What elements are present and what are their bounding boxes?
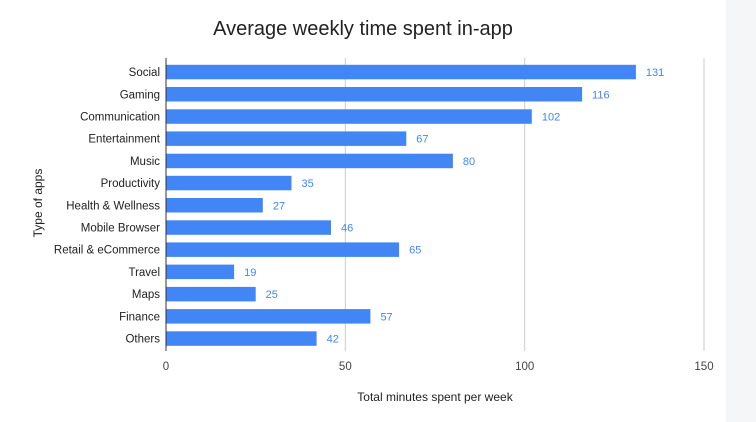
x-tick-label: 100 [515, 361, 534, 373]
data-label: 65 [409, 245, 421, 257]
data-label: 102 [542, 112, 560, 124]
x-tick-label: 150 [694, 361, 713, 373]
chart-title: Average weekly time spent in-app [213, 18, 513, 40]
data-label: 25 [266, 289, 278, 301]
category-label: Music [130, 156, 160, 168]
data-label: 131 [646, 67, 664, 79]
data-label: 57 [380, 311, 392, 323]
category-label: Communication [80, 112, 160, 124]
data-label: 67 [416, 134, 428, 146]
bar [166, 331, 317, 346]
data-label: 27 [273, 200, 285, 212]
x-tick-label: 50 [339, 361, 352, 373]
x-axis-title: Total minutes spent per week [357, 390, 513, 404]
data-label: 42 [327, 334, 339, 346]
x-tick-label: 0 [163, 361, 169, 373]
category-label: Social [129, 67, 160, 79]
category-label: Others [125, 334, 160, 346]
data-label: 80 [463, 156, 475, 168]
data-label: 116 [592, 89, 610, 101]
bar [166, 153, 453, 169]
bar [166, 175, 292, 191]
bar [166, 242, 400, 257]
bar [166, 87, 583, 102]
category-label: Travel [128, 267, 160, 279]
category-label: Productivity [101, 178, 161, 190]
data-label: 35 [302, 178, 314, 190]
category-label: Maps [132, 289, 160, 301]
category-label: Retail & eCommerce [54, 245, 160, 257]
category-label: Gaming [120, 89, 160, 101]
data-label: 46 [341, 223, 353, 235]
bar [166, 64, 636, 80]
bar [166, 220, 331, 235]
bar [166, 198, 263, 213]
category-label: Entertainment [88, 134, 160, 146]
plot-area: Social 131 Gaming 116 Communication 102 Entert… [54, 58, 714, 373]
bar [166, 264, 235, 280]
category-label: Finance [119, 311, 160, 323]
bar [166, 309, 371, 324]
bar [166, 286, 256, 302]
bar [166, 109, 532, 124]
category-label: Mobile Browser [81, 223, 160, 235]
data-label: 19 [244, 267, 256, 279]
bar [166, 131, 407, 146]
category-label: Health & Wellness [66, 200, 160, 212]
chart-card: Average weekly time spent in-app Type of… [31, 18, 714, 404]
